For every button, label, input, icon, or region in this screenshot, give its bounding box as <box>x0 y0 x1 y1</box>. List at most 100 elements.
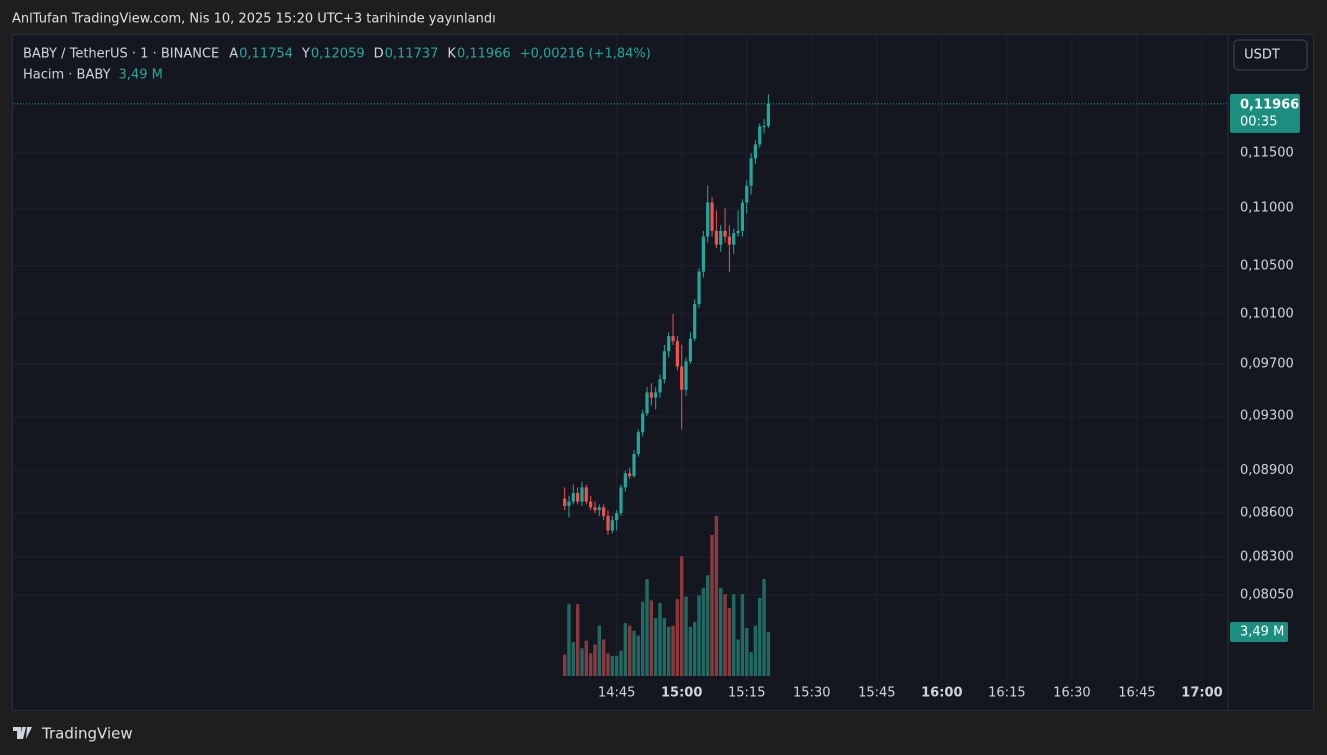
volume-bar <box>562 654 567 676</box>
volume-bar <box>758 597 762 676</box>
ohlc-key: A <box>229 47 238 62</box>
x-tick-label: 16:30 <box>1053 686 1090 701</box>
candle-body <box>680 366 684 390</box>
candle-body <box>766 103 771 127</box>
candle-body <box>662 351 666 380</box>
x-tick-label: 17:00 <box>1181 686 1222 701</box>
candle-body <box>610 520 614 531</box>
candle-body <box>762 126 766 128</box>
candle-body <box>658 379 662 393</box>
candle-body <box>636 432 640 454</box>
volume-bar <box>580 648 584 676</box>
published-note: AnlTufan TradingView.com, Nis 10, 2025 1… <box>12 12 496 27</box>
candle-body <box>602 507 606 516</box>
volume-bar <box>684 596 688 676</box>
volume-bar <box>645 578 649 676</box>
volume-bar <box>606 653 610 676</box>
volume-bar <box>693 621 697 676</box>
volume-bar <box>745 628 749 676</box>
candle-body <box>606 515 610 531</box>
volume-bar <box>710 534 714 676</box>
volume-bar <box>597 625 602 676</box>
candle-body <box>688 338 692 362</box>
candle-body <box>593 507 597 511</box>
candle-body <box>580 487 584 502</box>
y-tick-label: 0,08300 <box>1240 550 1294 565</box>
volume-bar <box>610 655 615 676</box>
x-tick-label: 15:30 <box>793 686 830 701</box>
volume-bar <box>740 594 745 676</box>
volume-bar <box>749 652 753 676</box>
candle-body <box>753 144 758 159</box>
x-tick-label: 15:00 <box>661 686 702 701</box>
candle-body <box>584 487 588 502</box>
ohlc-value: 0,11754 <box>239 47 293 62</box>
candle-body <box>675 341 679 367</box>
volume-bar <box>658 602 662 676</box>
candle-body <box>706 202 710 237</box>
candle-body <box>684 361 688 390</box>
candle-body <box>628 473 632 477</box>
candle-body <box>645 392 649 414</box>
y-tick-label: 0,11500 <box>1240 146 1294 161</box>
brand-logo <box>13 727 32 739</box>
brand-name: TradingView <box>41 725 133 743</box>
volume-last-box <box>1230 622 1288 643</box>
volume-bar <box>675 599 680 676</box>
candle-body <box>745 185 749 203</box>
change: +0,00216 (+1,84%) <box>520 47 651 62</box>
volume-bar <box>614 655 619 676</box>
volume-bar <box>688 626 693 676</box>
candle-body <box>736 230 740 234</box>
ohlc-value: 0,11737 <box>385 47 439 62</box>
last-price-box <box>1230 93 1300 133</box>
volume-bar <box>762 578 766 676</box>
candle-body <box>615 513 619 521</box>
candle-body <box>671 336 675 342</box>
y-tick-label: 0,11000 <box>1240 201 1294 216</box>
volume-bar <box>697 595 701 676</box>
y-tick-label: 0,08050 <box>1240 587 1294 602</box>
candle-body <box>732 233 736 245</box>
volume-bar <box>666 626 671 676</box>
volume-bar <box>593 644 597 676</box>
x-tick-label: 15:15 <box>728 686 765 701</box>
y-tick-label: 0,10500 <box>1240 258 1294 273</box>
volume-bar <box>701 587 706 676</box>
x-tick-label: 14:45 <box>598 686 635 701</box>
candle-body <box>701 236 705 272</box>
y-tick-label: 0,09300 <box>1240 409 1294 424</box>
candle-body <box>641 413 645 433</box>
volume-bar <box>766 632 771 676</box>
x-tick-label: 15:45 <box>858 686 895 701</box>
candle-body <box>649 392 653 398</box>
ohlc-key: Y <box>301 47 310 62</box>
volume-bar <box>619 650 623 676</box>
last-price-label: 0,11966 <box>1240 97 1299 112</box>
legend: BABY / TetherUS · 1 · BINANCE A 0,11754 Y 0,… <box>23 47 651 83</box>
candle-body <box>758 126 762 145</box>
candle-body <box>740 202 744 231</box>
volume-bar <box>567 604 571 676</box>
candle-body <box>727 236 731 245</box>
volume-bar <box>571 641 576 676</box>
candle-body <box>693 304 697 339</box>
candle-body <box>563 498 567 506</box>
y-tick-label: 0,08900 <box>1240 463 1294 478</box>
candle-body <box>571 493 575 502</box>
volume-bar <box>623 623 628 676</box>
y-tick-label: 0,10100 <box>1240 306 1294 321</box>
volume-bar <box>680 556 684 676</box>
marks: 0,11966 00:35 3,49 M <box>14 93 1300 676</box>
volume-bar <box>588 653 593 676</box>
volume-bar <box>671 625 675 676</box>
candle-body <box>667 336 671 352</box>
volume-bar <box>653 618 658 676</box>
ohlc-value: 0,12059 <box>311 47 365 62</box>
currency-button[interactable] <box>1233 39 1308 71</box>
candle-body <box>723 230 727 237</box>
candle-body <box>567 501 571 506</box>
currency[interactable]: USDT <box>1244 48 1280 63</box>
volume-bar <box>649 600 654 676</box>
volume-bar <box>601 639 606 676</box>
